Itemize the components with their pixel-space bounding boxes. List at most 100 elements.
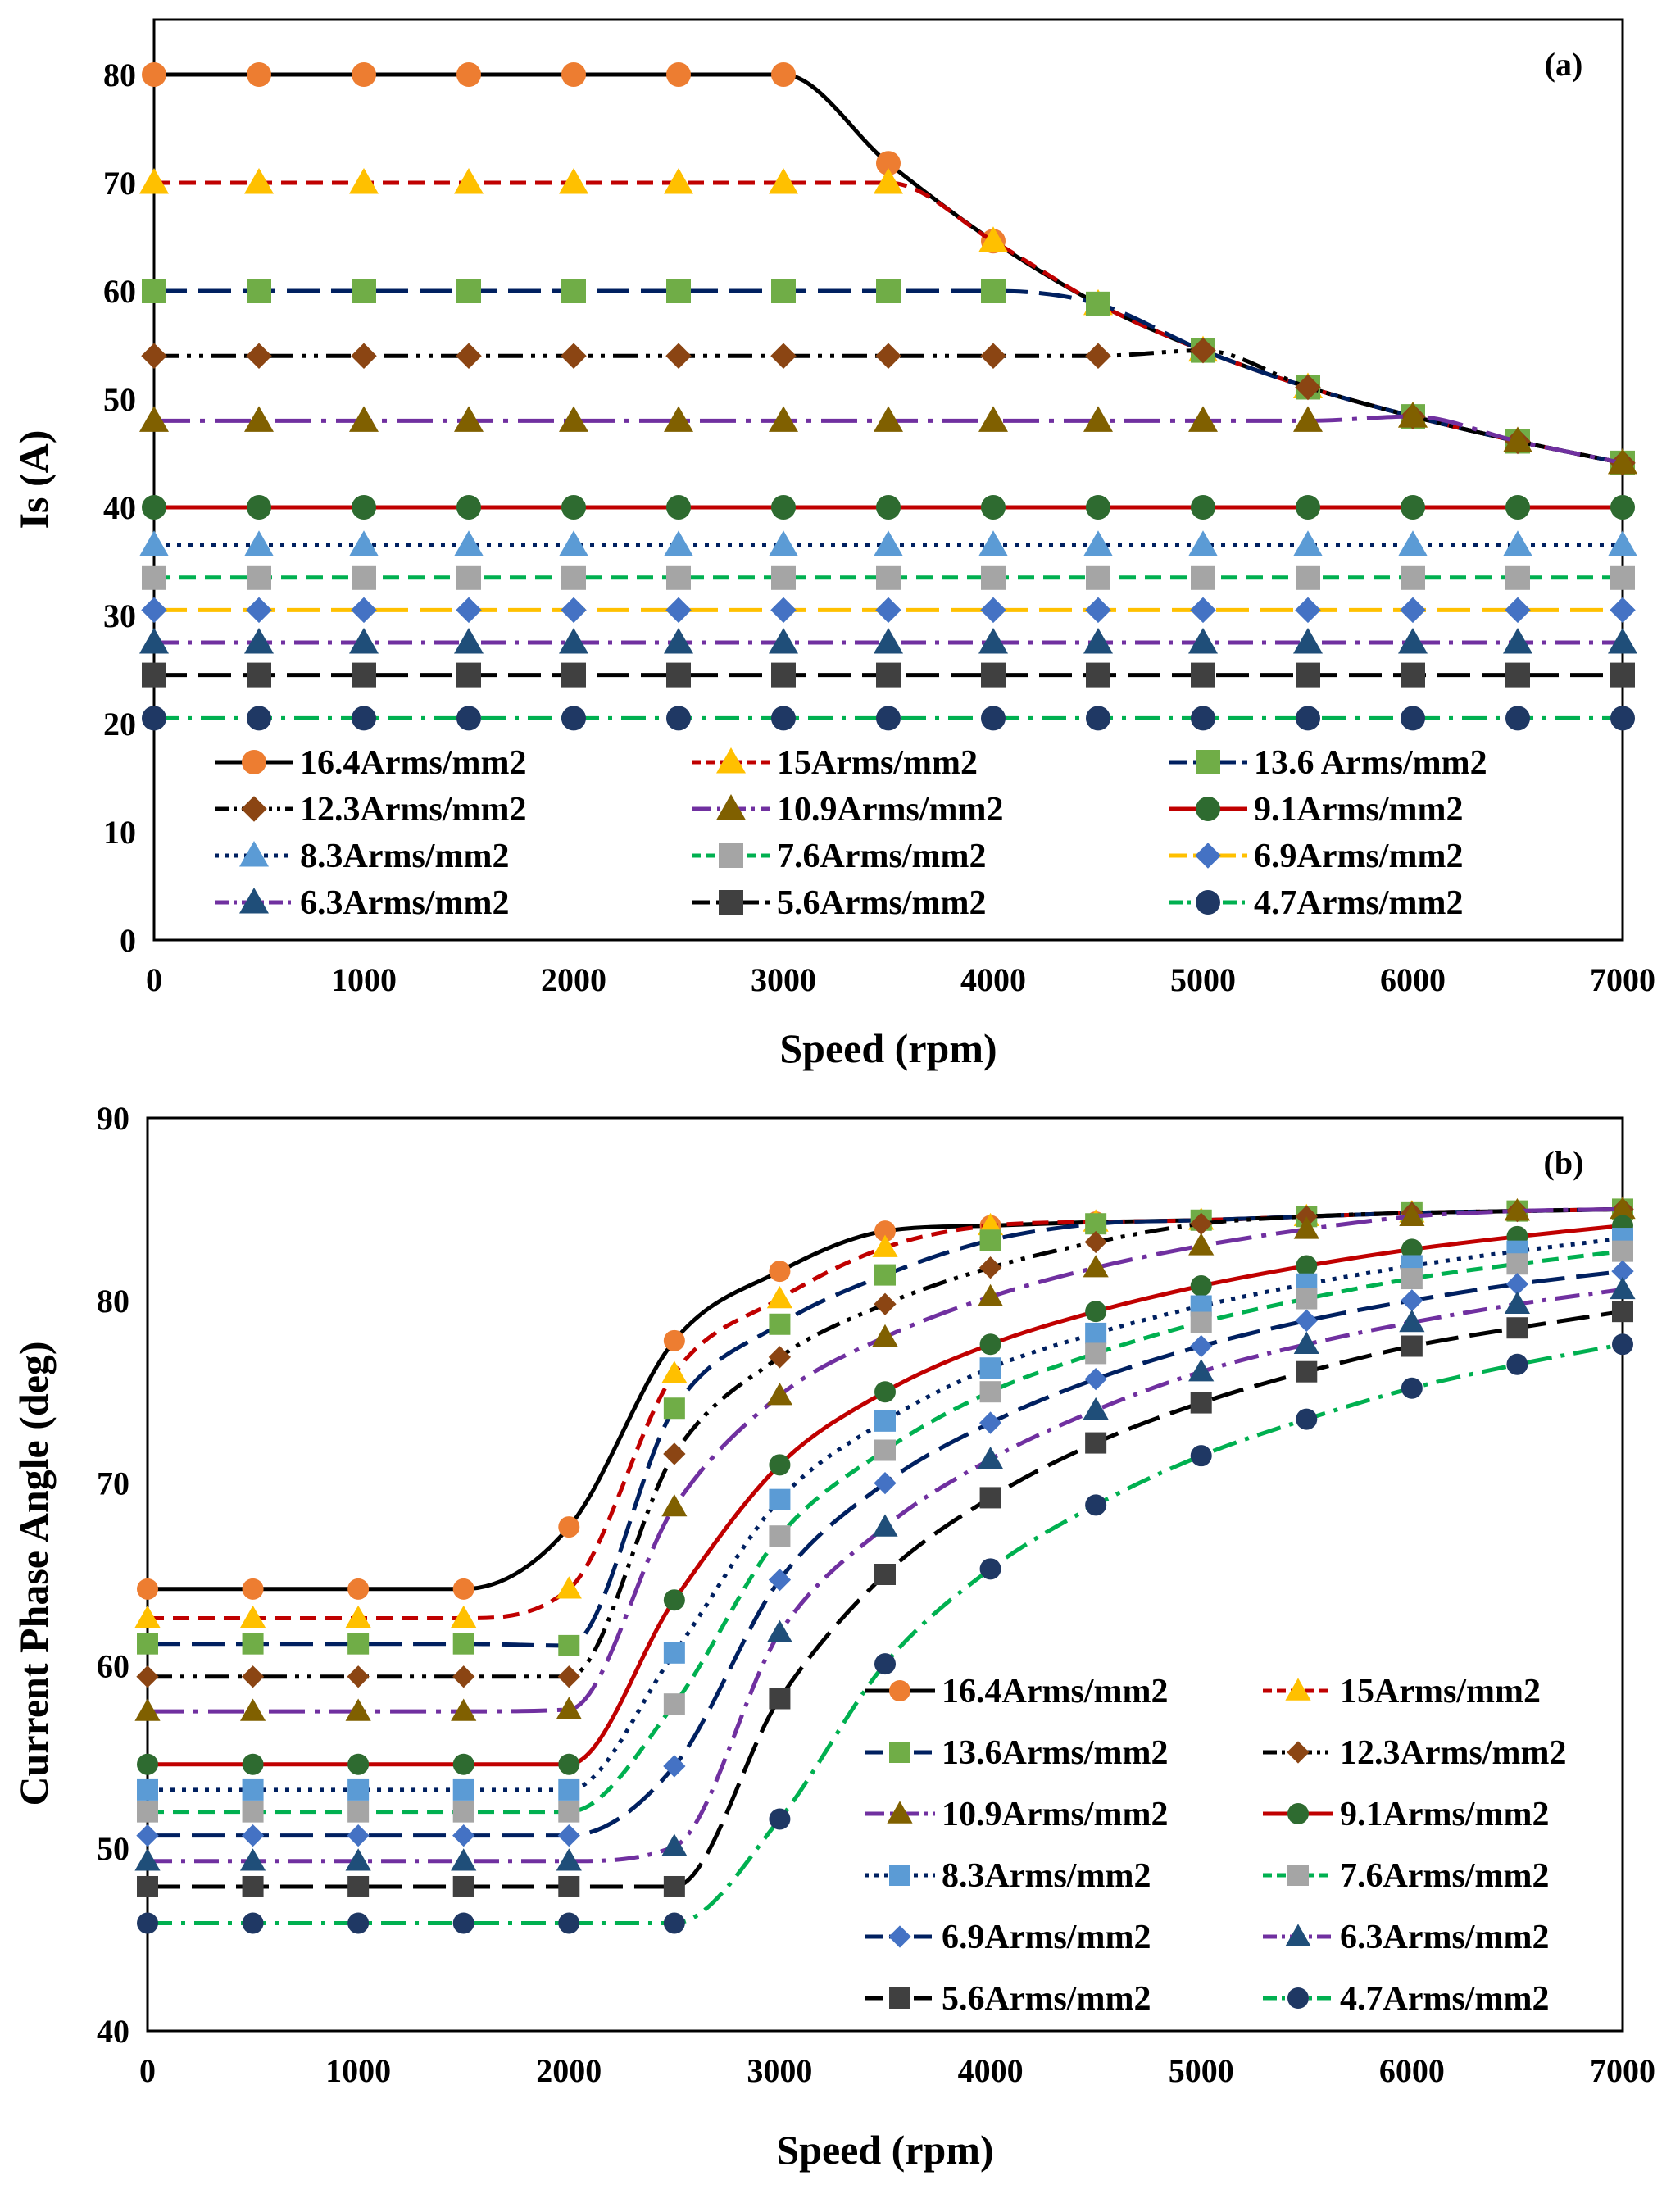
data-point	[349, 530, 379, 556]
data-point	[1505, 706, 1530, 731]
x-tick-label: 5000	[1169, 2052, 1234, 2089]
y-tick-label: 50	[97, 1830, 129, 1867]
data-point	[1190, 597, 1216, 624]
data-point	[1504, 1291, 1531, 1314]
legend-item: 6.9Arms/mm2	[1169, 838, 1463, 875]
data-point	[1610, 495, 1635, 520]
data-point	[1085, 597, 1111, 624]
data-point	[666, 495, 691, 520]
data-point	[137, 1633, 158, 1655]
x-tick-label: 0	[146, 961, 162, 998]
series-6.9Arms-mm2	[141, 597, 1636, 624]
data-point	[1505, 662, 1530, 688]
series-5.6Arms-mm2	[137, 1301, 1633, 1897]
legend-label: 10.9Arms/mm2	[942, 1796, 1168, 1833]
data-point	[978, 530, 1008, 556]
legend-label: 12.3Arms/mm2	[1340, 1734, 1566, 1772]
series-4.7Arms-mm2	[137, 1333, 1633, 1934]
x-tick-label: 0	[139, 2052, 156, 2089]
data-point	[1608, 530, 1637, 556]
data-point	[242, 1753, 264, 1775]
y-tick-label: 60	[103, 273, 136, 310]
data-point	[454, 628, 484, 654]
data-point	[979, 1381, 1001, 1403]
data-point	[137, 1778, 158, 1801]
data-point	[452, 1912, 474, 1934]
data-point	[556, 1576, 582, 1599]
data-point	[771, 662, 796, 688]
chart-a-frame	[152, 18, 1624, 942]
data-point	[666, 706, 691, 731]
legend-label: 9.1Arms/mm2	[1340, 1796, 1549, 1833]
series-line	[148, 1287, 1623, 1864]
data-point	[1610, 597, 1636, 624]
data-point	[456, 662, 481, 688]
data-point	[770, 597, 797, 624]
data-point	[874, 406, 903, 432]
data-point	[768, 1569, 792, 1592]
data-point	[875, 343, 901, 369]
data-point	[1612, 1333, 1633, 1356]
data-point	[978, 406, 1008, 432]
data-point	[1399, 1309, 1425, 1333]
data-point	[1083, 628, 1113, 654]
legend-label: 7.6Arms/mm2	[777, 838, 986, 875]
series-7.6Arms-mm2	[137, 1240, 1633, 1823]
data-point	[1401, 1335, 1423, 1357]
data-point	[1400, 597, 1426, 624]
data-point	[1608, 447, 1637, 475]
x-tick-label: 1000	[331, 961, 397, 998]
data-point	[456, 597, 482, 624]
series-9.1Arms-mm2	[142, 495, 1635, 520]
data-point	[345, 1698, 371, 1721]
data-point	[1191, 565, 1215, 590]
legend-marker	[1287, 1987, 1309, 2009]
legend-marker	[1285, 1678, 1311, 1701]
data-point	[663, 1329, 685, 1351]
data-point	[247, 565, 271, 590]
data-point	[874, 1264, 896, 1286]
data-point	[1083, 1397, 1109, 1420]
data-point	[1296, 565, 1320, 590]
chart-a-x-ticks: 0 1000 2000 3000 4000 5000 6000 7000	[146, 961, 1655, 998]
data-point	[665, 343, 692, 369]
data-point	[452, 1753, 474, 1775]
data-point	[142, 662, 166, 688]
data-point	[1295, 374, 1321, 401]
data-point	[666, 565, 691, 590]
data-point	[768, 1346, 792, 1369]
data-point	[874, 1410, 896, 1432]
series-5.6Arms-mm2	[142, 662, 1635, 688]
data-point	[874, 1381, 896, 1403]
data-point	[1503, 628, 1532, 654]
data-point	[874, 1564, 896, 1585]
series-6.3Arms-mm2	[139, 628, 1637, 654]
data-point	[769, 1688, 791, 1710]
data-point	[1084, 1230, 1107, 1254]
data-point	[979, 1229, 1001, 1251]
data-point	[1401, 662, 1425, 688]
data-point	[1086, 662, 1110, 688]
data-point	[559, 406, 588, 432]
legend-label: 8.3Arms/mm2	[942, 1857, 1151, 1895]
legend-label: 10.9Arms/mm2	[777, 791, 1003, 829]
data-point	[977, 1447, 1004, 1469]
series-12.3Arms-mm2	[136, 1197, 1634, 1688]
data-point	[351, 597, 377, 624]
data-point	[244, 406, 274, 432]
data-point	[352, 662, 376, 688]
legend-label: 8.3Arms/mm2	[300, 838, 509, 875]
data-point	[664, 628, 693, 654]
legend-label: 6.3Arms/mm2	[1340, 1919, 1549, 1956]
data-point	[1506, 1317, 1528, 1339]
y-tick-label: 80	[97, 1283, 129, 1320]
data-point	[1085, 1432, 1107, 1454]
data-point	[241, 1665, 265, 1688]
data-point	[561, 597, 587, 624]
data-point	[242, 1633, 264, 1655]
data-point	[456, 343, 482, 369]
data-point	[769, 628, 798, 654]
y-tick-label: 70	[103, 165, 136, 202]
legend-item: 15Arms/mm2	[692, 744, 978, 782]
data-point	[876, 565, 901, 590]
